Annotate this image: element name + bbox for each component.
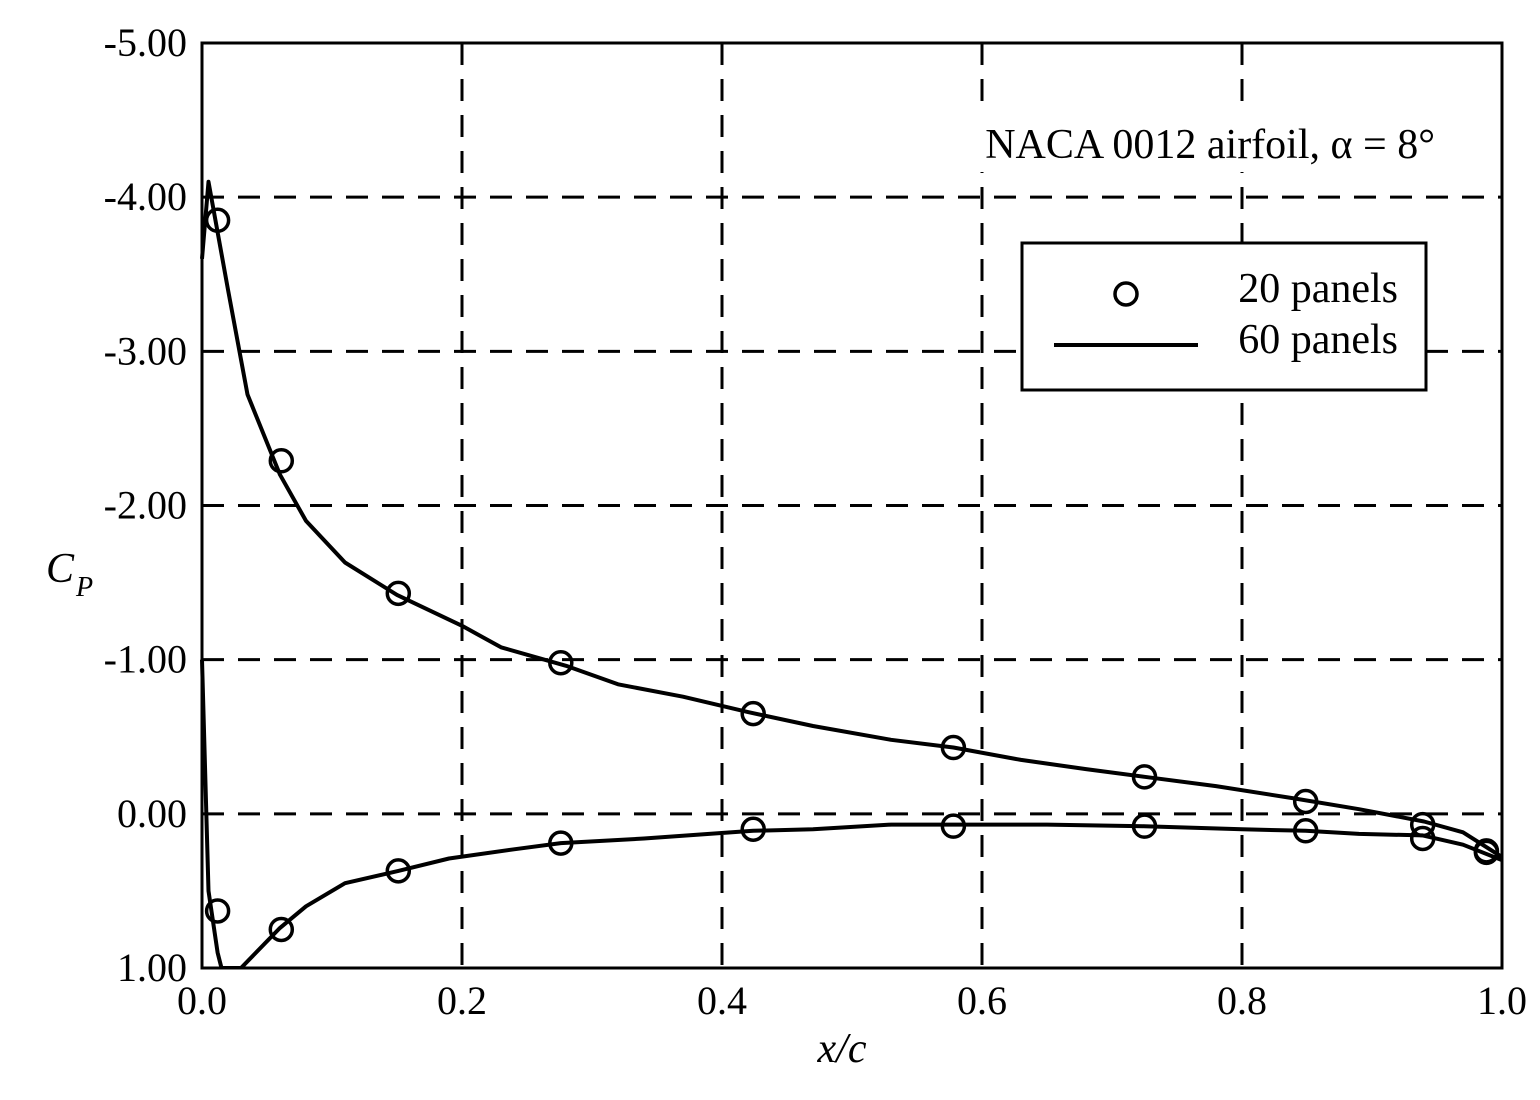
data-point-marker <box>940 734 967 761</box>
data-point-marker <box>1131 813 1158 839</box>
data-point-marker <box>548 830 574 856</box>
data-point-marker <box>1292 788 1319 815</box>
y-axis-label: CP <box>46 546 93 603</box>
data-point-marker <box>1473 839 1500 866</box>
data-point-marker <box>268 916 295 943</box>
x-axis-label: x/c <box>817 1026 867 1072</box>
legend-label-20-panels: 20 panels <box>1238 266 1398 312</box>
data-point-marker <box>204 207 231 234</box>
data-point-marker <box>385 858 412 884</box>
y-tick-label: -3.00 <box>104 328 187 373</box>
x-tick-labels: 0.0 0.2 0.4 0.6 0.8 1.0 <box>177 978 1527 1023</box>
data-point-marker <box>1292 818 1319 844</box>
y-tick-label: 0.00 <box>117 791 187 836</box>
data-point-marker <box>268 448 295 474</box>
y-tick-label: -2.00 <box>104 483 187 528</box>
data-point-marker <box>385 580 412 607</box>
x-tick-label: 0.6 <box>957 978 1007 1023</box>
y-tick-label: -1.00 <box>104 637 187 682</box>
legend-label-60-panels: 60 panels <box>1238 317 1398 363</box>
series-line-lower-surface <box>200 659 1502 968</box>
data-point-marker <box>740 700 766 727</box>
data-point-marker <box>204 898 231 924</box>
data-point-marker <box>1409 825 1436 852</box>
x-tick-label: 0.2 <box>437 978 487 1023</box>
x-tick-label: 0.0 <box>177 978 227 1023</box>
chart-annotation: NACA 0012 airfoil, α = 8° <box>985 122 1435 168</box>
line-series-60-panels <box>200 179 1502 968</box>
marker-series-20-panels <box>204 207 1500 943</box>
legend-box <box>1020 241 1428 392</box>
annotation-background <box>900 108 1450 172</box>
y-axis-label-sub: P <box>75 572 93 603</box>
plot-frame <box>200 41 1504 970</box>
data-point-marker <box>548 650 574 676</box>
data-point-marker <box>940 813 967 839</box>
legend-marker-20-panels <box>1113 281 1139 307</box>
y-tick-label: -5.00 <box>104 20 187 65</box>
data-point-marker <box>740 816 766 842</box>
data-point-marker <box>1409 811 1436 838</box>
y-tick-label: -4.00 <box>104 174 187 219</box>
x-tick-label: 0.8 <box>1217 978 1267 1023</box>
series-line-upper-surface <box>200 179 1502 859</box>
x-tick-label: 1.0 <box>1477 978 1527 1023</box>
legend: 20 panels 60 panels <box>1020 241 1428 392</box>
y-tick-label: 1.00 <box>117 945 187 990</box>
data-point-marker <box>1131 764 1158 790</box>
x-tick-label: 0.4 <box>697 978 747 1023</box>
y-axis-label-main: C <box>46 546 75 592</box>
y-tick-labels: -5.00 -4.00 -3.00 -2.00 -1.00 0.00 1.00 <box>104 20 187 990</box>
